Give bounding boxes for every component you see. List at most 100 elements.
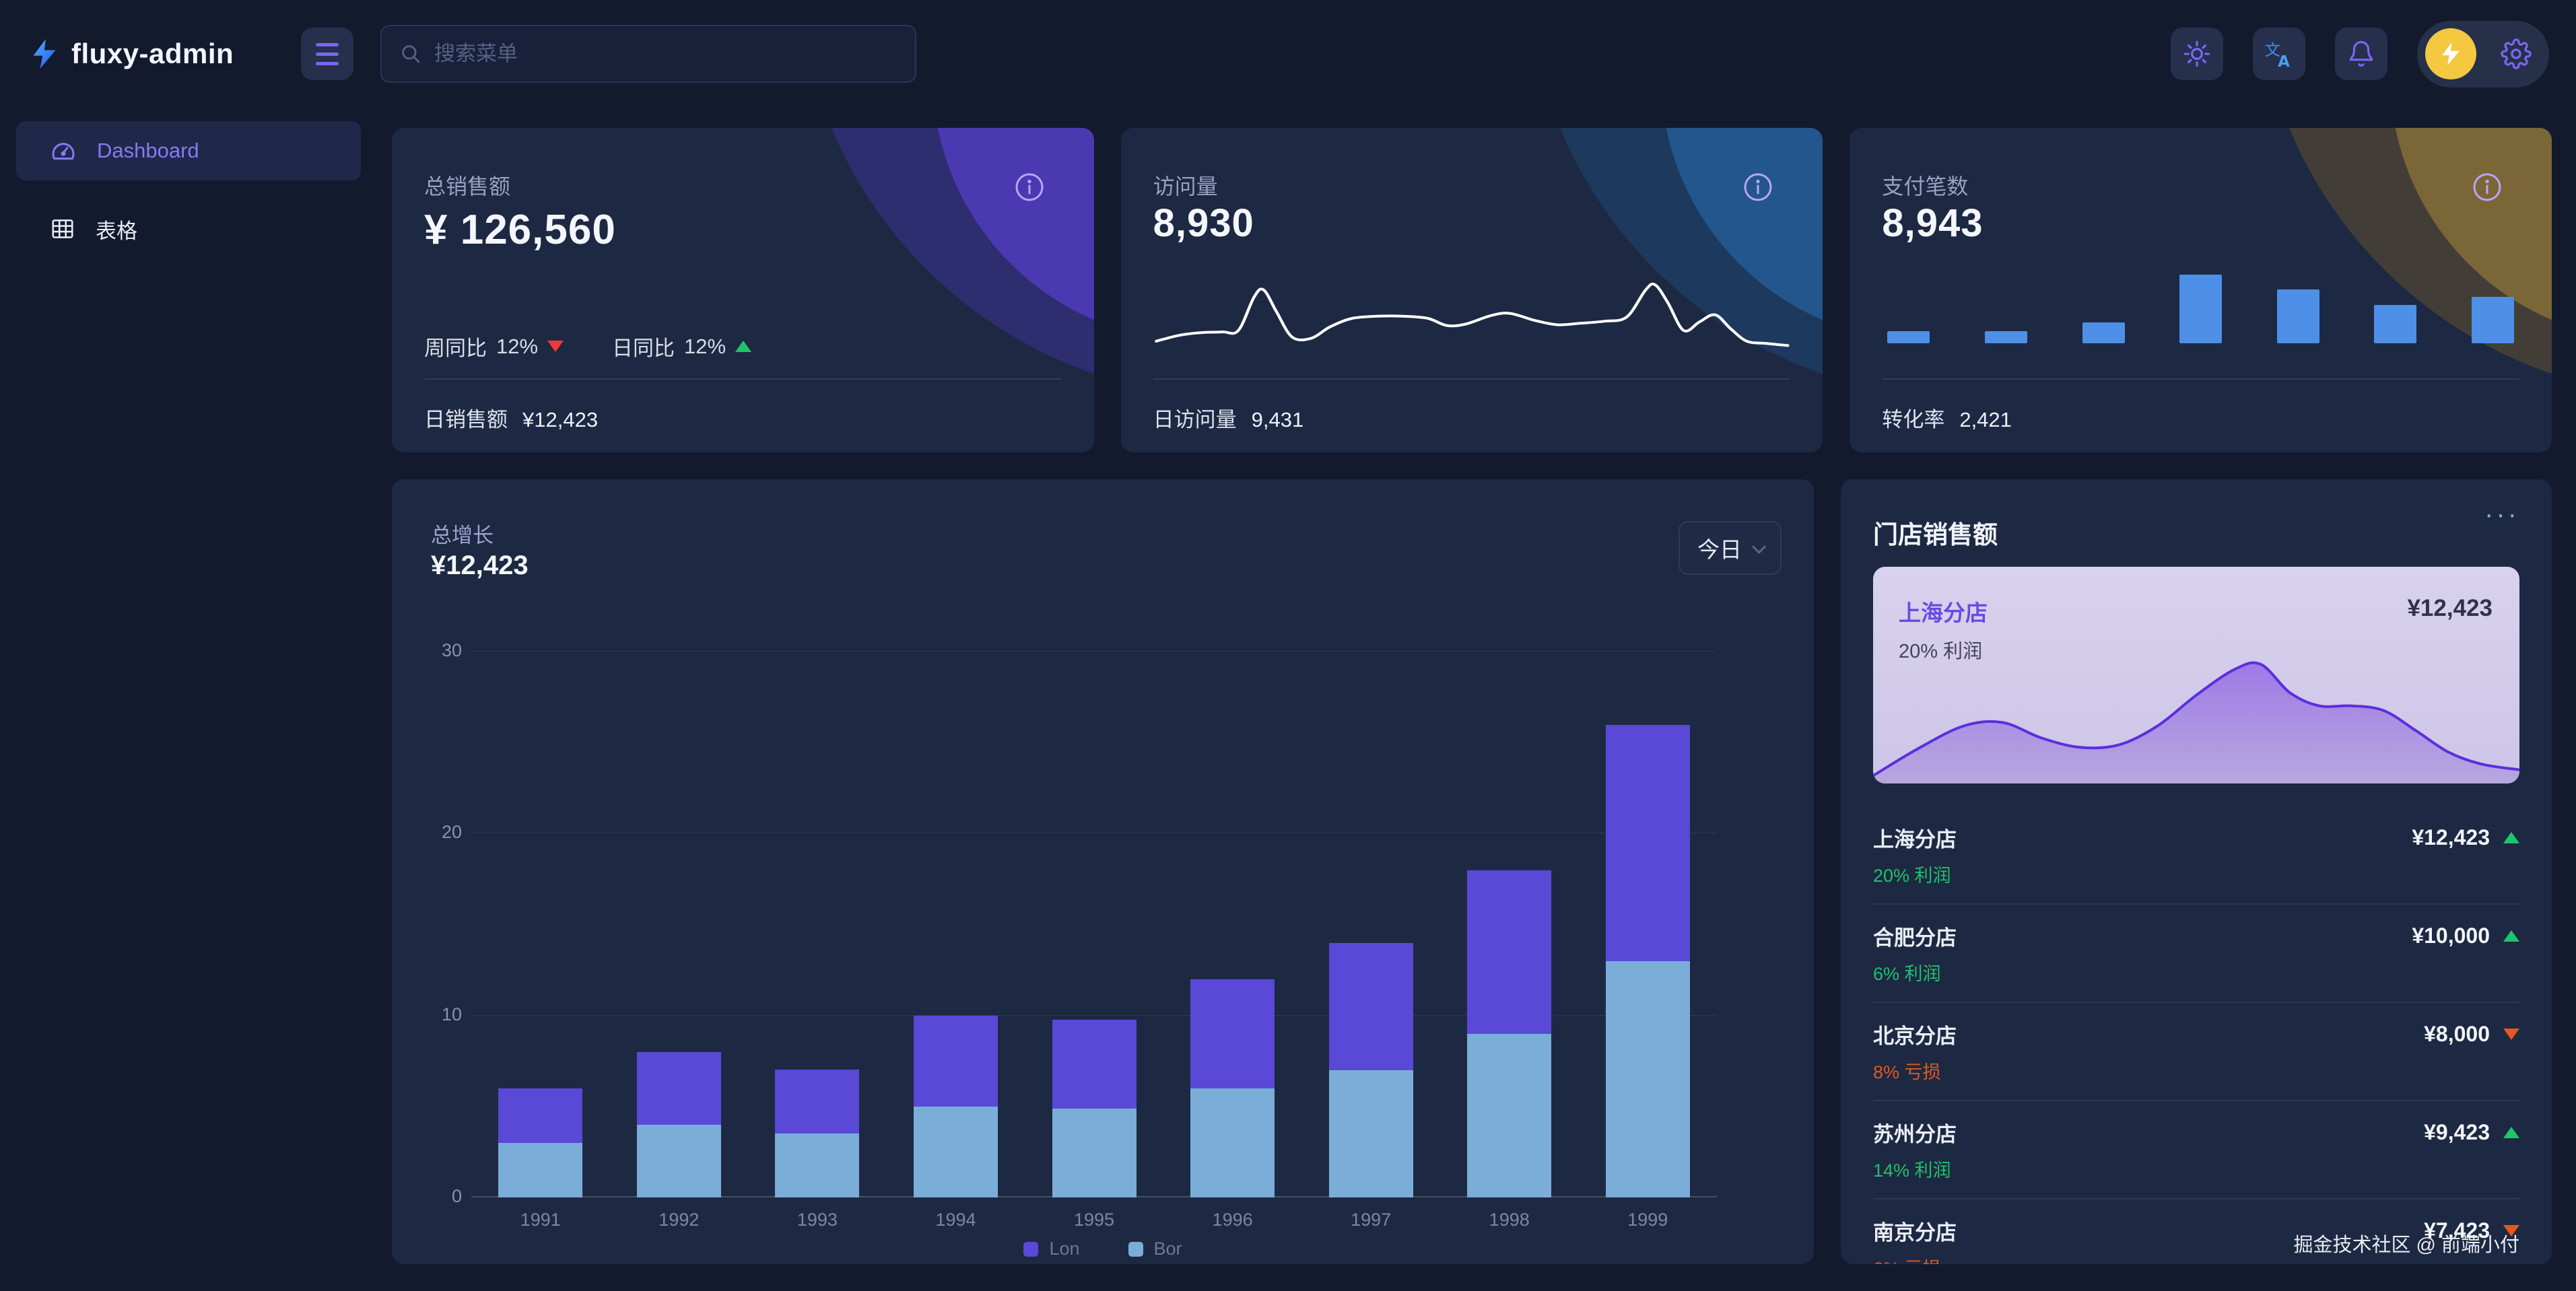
bar-group-1991 <box>471 652 610 1197</box>
store-list: 上海分店 ¥12,423 20% 利润合肥分店 ¥10,000 6% 利润北京分店 ¥8,… <box>1873 806 2519 1264</box>
store-row[interactable]: 苏州分店 ¥9,423 14% 利润 <box>1873 1101 2519 1199</box>
bar-segment-bor <box>636 1125 721 1197</box>
avatar[interactable] <box>2425 28 2476 79</box>
sidebar: Dashboard 表格 <box>0 108 377 1291</box>
bar-segment-lon <box>913 1016 998 1107</box>
stat-card-payments: 支付笔数 8,943 转化率 2,421 <box>1850 128 2552 452</box>
translate-icon: 文 A <box>2265 42 2290 69</box>
decorative-circle <box>797 128 1094 397</box>
store-value: ¥9,423 <box>2424 1120 2490 1144</box>
store-row[interactable]: 上海分店 ¥12,423 20% 利润 <box>1873 806 2519 905</box>
info-icon[interactable] <box>2471 171 2503 203</box>
footer-label: 日访问量 <box>1153 408 1237 431</box>
store-value: ¥10,000 <box>2412 923 2490 948</box>
store-name: 合肥分店 <box>1873 926 1957 950</box>
credit-watermark: 掘金技术社区 @ 前端小付 <box>2293 1234 2519 1256</box>
bar-segment-bor <box>1328 1070 1413 1197</box>
decorative-circle <box>932 128 1094 341</box>
main-content: 总销售额 ¥ 126,560 周同比 12% 日同比 12% 日销售额 ¥12,… <box>377 108 2576 1291</box>
sidebar-item-dashboard[interactable]: Dashboard <box>16 121 361 180</box>
footer-value: ¥12,423 <box>522 408 599 431</box>
bar-group-1992 <box>610 652 749 1197</box>
store-value: ¥12,423 <box>2412 825 2490 849</box>
footer-label: 日销售额 <box>424 408 508 431</box>
visits-sparkline <box>1153 277 1791 359</box>
info-icon[interactable] <box>1742 171 1774 203</box>
stacked-bar-plot <box>471 651 1717 1197</box>
card-footer: 日销售额 ¥12,423 <box>424 403 598 433</box>
more-icon[interactable]: ··· <box>2484 499 2519 529</box>
legend-swatch <box>1023 1241 1039 1257</box>
x-axis-tick: 1994 <box>935 1210 976 1230</box>
divider <box>1882 378 2519 380</box>
lightning-bolt-icon <box>33 39 56 69</box>
mini-bar <box>2374 305 2417 343</box>
bar-segment-bor <box>775 1133 860 1197</box>
bar-segment-bor <box>1605 961 1690 1197</box>
card-title: 支付笔数 <box>1882 174 1969 199</box>
search-input[interactable] <box>434 42 897 66</box>
bar-segment-lon <box>636 1052 721 1125</box>
card-title: 访问量 <box>1153 174 1218 199</box>
store-row[interactable]: 南京分店 ¥7,423 6% 亏损 <box>1873 1199 2519 1264</box>
bar-segment-bor <box>913 1107 998 1197</box>
store-note: 6% 利润 <box>1873 964 1941 984</box>
svg-text:文: 文 <box>2265 42 2280 59</box>
mini-bar <box>2082 322 2125 343</box>
store-row[interactable]: 合肥分店 ¥10,000 6% 利润 <box>1873 905 2519 1003</box>
x-axis-tick: 1996 <box>1212 1210 1253 1230</box>
sidebar-item-table[interactable]: 表格 <box>16 199 361 258</box>
theme-toggle-button[interactable] <box>2171 28 2223 80</box>
bar-group-1998 <box>1440 652 1579 1197</box>
svg-text:A: A <box>2278 53 2290 69</box>
user-menu[interactable] <box>2417 20 2549 88</box>
x-axis-tick: 1993 <box>796 1210 838 1230</box>
x-axis-tick: 1998 <box>1489 1210 1530 1230</box>
payments-mini-bar-chart <box>1887 275 2514 343</box>
legend-swatch <box>1128 1241 1143 1257</box>
store-value: ¥8,000 <box>2424 1022 2490 1046</box>
chart-title: 总增长 <box>431 524 494 547</box>
featured-store-card: 上海分店 ¥12,423 20% 利润 <box>1873 567 2519 783</box>
store-sales-panel: 门店销售额 ··· 上海分店 ¥12,423 20% 利润 <box>1841 479 2552 1264</box>
trend-up-icon <box>2503 1127 2519 1138</box>
language-switch-button[interactable]: 文 A <box>2253 28 2305 80</box>
x-axis-tick: 1995 <box>1073 1210 1115 1230</box>
bar-segment-lon <box>775 1070 860 1133</box>
mini-bar <box>1887 331 1930 343</box>
card-value: 8,930 <box>1153 201 1254 245</box>
store-value: ¥7,423 <box>2424 1218 2490 1243</box>
panel-title: 门店销售额 <box>1873 521 1998 549</box>
info-icon[interactable] <box>1013 171 1046 203</box>
menu-search[interactable] <box>380 25 916 83</box>
card-footer: 日访问量 9,431 <box>1153 403 1304 433</box>
metric-label: 周同比 <box>424 337 487 360</box>
hamburger-icon <box>316 42 339 65</box>
stat-card-total-sales: 总销售额 ¥ 126,560 周同比 12% 日同比 12% 日销售额 ¥12,… <box>392 128 1094 452</box>
range-select[interactable]: 今日 <box>1679 521 1782 575</box>
notifications-button[interactable] <box>2335 28 2387 80</box>
chart-value: ¥12,423 <box>431 551 529 580</box>
x-axis-tick: 1991 <box>520 1210 561 1230</box>
gear-icon[interactable] <box>2501 38 2532 69</box>
featured-store-name: 上海分店 <box>1899 600 1988 625</box>
header-actions: 文 A <box>2171 20 2576 88</box>
bar-segment-lon <box>498 1088 583 1143</box>
footer-value: 9,431 <box>1251 408 1304 431</box>
store-row[interactable]: 北京分店 ¥8,000 8% 亏损 <box>1873 1003 2519 1101</box>
trend-up-icon <box>2503 930 2519 942</box>
sidebar-collapse-button[interactable] <box>301 28 353 80</box>
bar-segment-lon <box>1052 1020 1137 1109</box>
featured-store-value: ¥12,423 <box>2407 595 2493 621</box>
chevron-down-icon <box>1752 539 1767 554</box>
x-axis-tick: 1997 <box>1351 1210 1392 1230</box>
legend-item-bor[interactable]: Bor <box>1128 1238 1182 1259</box>
card-value: 8,943 <box>1882 201 1984 245</box>
y-axis-tick: 30 <box>441 640 462 660</box>
footer-value: 2,421 <box>1959 408 2012 431</box>
y-axis-tick: 0 <box>451 1186 462 1206</box>
legend-item-lon[interactable]: Lon <box>1023 1238 1080 1259</box>
store-name: 北京分店 <box>1873 1024 1957 1048</box>
featured-store-note: 20% 利润 <box>1899 641 1983 662</box>
mini-bar <box>2471 297 2514 343</box>
